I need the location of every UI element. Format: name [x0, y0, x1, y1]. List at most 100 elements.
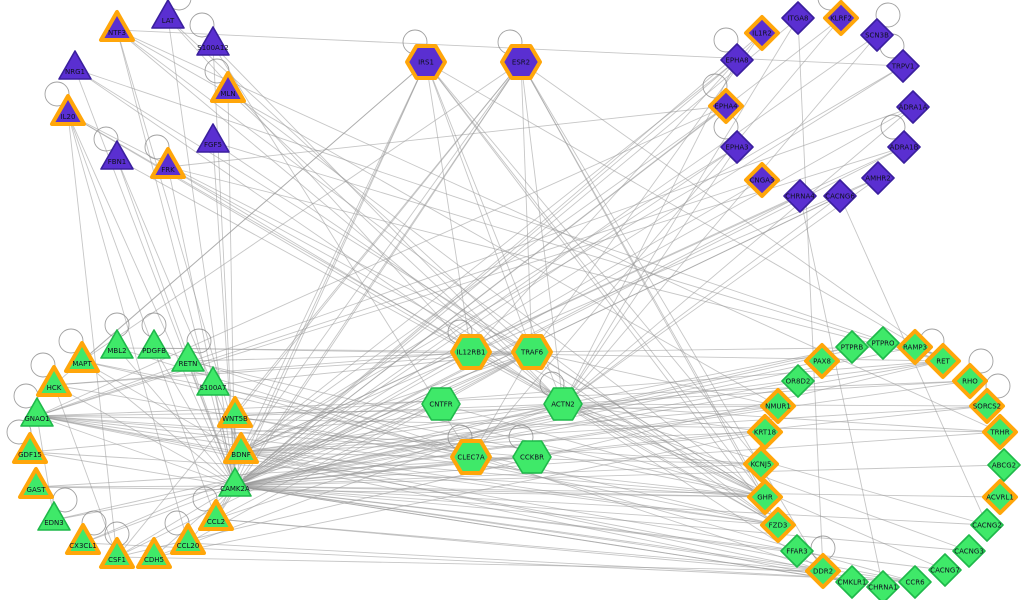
node-BDNF[interactable]	[223, 432, 259, 464]
edge-TRAF6-GHR[interactable]	[531, 351, 766, 498]
edge-IL1R2-CAMK2A[interactable]	[234, 32, 763, 487]
node-TRHR[interactable]	[982, 414, 1018, 450]
self-loop-GDF15[interactable]	[6, 419, 32, 445]
edge-NRG1-RET[interactable]	[74, 68, 944, 362]
edge-IL1R2-IL12RB1[interactable]	[470, 32, 763, 353]
node-DDR2[interactable]	[805, 553, 841, 589]
edge-RETN-GHR[interactable]	[187, 360, 766, 498]
edge-IRS1-MAPT[interactable]	[81, 61, 427, 362]
edge-ACTN2-DDR2[interactable]	[562, 403, 824, 572]
edge-CCL2-DDR2[interactable]	[215, 518, 824, 572]
edge-AMHR2-ACTN2[interactable]	[562, 177, 879, 405]
node-KCNJ5[interactable]	[743, 446, 779, 482]
edge-ESR2-WNT5B[interactable]	[234, 61, 522, 417]
edge-CSF1-DDR2[interactable]	[116, 556, 824, 572]
edge-ESR2-RET[interactable]	[520, 61, 944, 362]
node-PTPRB[interactable]	[835, 330, 869, 364]
edge-EDN3-CAMK2A[interactable]	[53, 485, 236, 521]
edge-CAMK2A-ACVRL1[interactable]	[234, 485, 1001, 498]
edge-GAST-GHR[interactable]	[35, 486, 766, 498]
edge-EPHA4-CAMK2A[interactable]	[234, 105, 727, 487]
self-loop-MAPT[interactable]	[58, 328, 84, 354]
self-loop-KLRF2[interactable]	[817, 0, 843, 11]
node-PAX8[interactable]	[804, 343, 840, 379]
edge-EDN3-GNAO1[interactable]	[36, 415, 55, 521]
edge-IRS1-IL12RB1[interactable]	[425, 61, 472, 353]
self-loop-IL20[interactable]	[44, 81, 70, 107]
self-loop-EPHA4[interactable]	[702, 73, 728, 99]
node-CACNG6[interactable]	[823, 179, 857, 213]
edge-CAMK2A-PTPRB[interactable]	[234, 346, 853, 487]
edge-CHRNA4-CHRNA1[interactable]	[799, 195, 884, 588]
edge-FBN1-BDNF[interactable]	[116, 158, 242, 453]
edge-SCN3B-ACTN2[interactable]	[562, 34, 878, 405]
self-loop-EDN3[interactable]	[52, 487, 78, 513]
node-MAPT[interactable]	[64, 341, 100, 373]
self-loop-MLN[interactable]	[204, 58, 230, 84]
edge-ACTN2-KRT18[interactable]	[562, 403, 766, 433]
edge-CSF1-CAMK2A[interactable]	[116, 485, 236, 558]
node-ADRA1A[interactable]	[896, 90, 930, 124]
node-CNTFR[interactable]	[421, 387, 461, 421]
edge-GNAO1-CCKBR[interactable]	[36, 415, 533, 458]
node-CCL2[interactable]	[198, 499, 234, 531]
edge-ITGA8-DDR2[interactable]	[797, 17, 824, 572]
node-SCN3B[interactable]	[860, 18, 894, 52]
edge-EPHA4-GNAO1[interactable]	[36, 105, 727, 417]
edge-ESR2-CSF1[interactable]	[116, 61, 522, 558]
self-loop-CX3CL1[interactable]	[81, 510, 107, 536]
edge-GAST-CCKBR[interactable]	[35, 456, 533, 488]
edge-FRK-GHR[interactable]	[167, 166, 766, 498]
node-IL12RB1[interactable]	[450, 334, 492, 370]
edge-GDF15-ACTN2[interactable]	[29, 403, 564, 453]
node-LAT[interactable]	[151, 0, 185, 29]
edge-ESR2-MAPT[interactable]	[81, 61, 522, 362]
edge-GNAO1-CCR6[interactable]	[36, 415, 916, 583]
edge-LAT-CAMK2A[interactable]	[167, 17, 236, 487]
node-AMHR2[interactable]	[861, 161, 895, 195]
edge-IL20-CCL20[interactable]	[67, 113, 189, 544]
node-S100A7[interactable]	[196, 366, 230, 396]
edge-MLN-GHR[interactable]	[227, 90, 766, 498]
self-loop-S100A12[interactable]	[189, 12, 215, 38]
edge-BDNF-TRAF6[interactable]	[240, 351, 533, 453]
self-loop-CCL2[interactable]	[192, 486, 218, 512]
node-OR8D2[interactable]	[781, 364, 815, 398]
edge-GNAO1-RHO[interactable]	[36, 380, 971, 417]
edge-FBN1-ACTN2[interactable]	[116, 158, 564, 405]
edge-GNAO1-NMUR1[interactable]	[36, 405, 779, 417]
node-IL20[interactable]	[50, 94, 86, 126]
edge-CCL2-ACTN2[interactable]	[215, 403, 564, 520]
edge-CCL20-TRAF6[interactable]	[187, 351, 533, 544]
node-CDH5[interactable]	[136, 537, 172, 569]
edge-CCL2-CCR6[interactable]	[215, 518, 916, 583]
edge-IL20-CCL2[interactable]	[67, 113, 217, 520]
node-CACNG7[interactable]	[928, 553, 962, 587]
self-loop-EPHA8[interactable]	[713, 27, 739, 53]
node-RETN[interactable]	[171, 342, 205, 372]
edge-EPHA8-ACTN2[interactable]	[562, 59, 738, 405]
edge-BDNF-DDR2[interactable]	[240, 451, 824, 572]
edge-GNAO1-KCNJ5[interactable]	[36, 415, 762, 465]
node-NRG1[interactable]	[58, 50, 92, 80]
edge-FGF5-FZD3[interactable]	[212, 141, 779, 526]
edge-WNT5B-ACTN2[interactable]	[234, 403, 564, 417]
edge-GNAO1-CAMK2A[interactable]	[36, 415, 236, 487]
edge-ACTN2-PTPRB[interactable]	[562, 346, 853, 405]
node-ABCG2[interactable]	[987, 448, 1021, 482]
self-loop-ADRA1B[interactable]	[880, 114, 906, 140]
edge-CAMK2A-RHO[interactable]	[234, 380, 971, 487]
edge-NTF3-CAMK2A[interactable]	[116, 29, 236, 487]
node-PTPRO[interactable]	[866, 326, 900, 360]
edge-BDNF-ACTN2[interactable]	[240, 403, 564, 453]
edge-EPHA3-CAMK2A[interactable]	[234, 146, 738, 487]
edge-CX3CL1-TRAF6[interactable]	[82, 351, 533, 544]
self-loop-SORCS2[interactable]	[985, 373, 1011, 399]
self-loop-FRK[interactable]	[144, 134, 170, 160]
edge-GNAO1-TRHR[interactable]	[36, 415, 1001, 433]
edge-RETN-CAMK2A[interactable]	[187, 360, 236, 487]
node-CCR6[interactable]	[898, 565, 932, 599]
edge-EPHA4-BDNF[interactable]	[240, 105, 727, 453]
node-KLRF2[interactable]	[823, 0, 859, 36]
